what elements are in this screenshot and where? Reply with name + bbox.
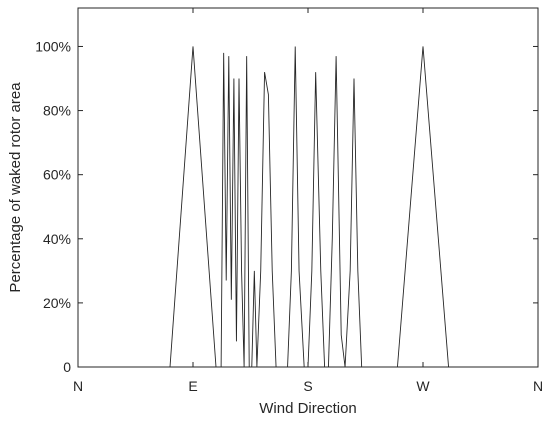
x-axis-label: Wind Direction — [259, 400, 357, 417]
axes-box — [77, 7, 539, 368]
y-tick-label: 20% — [43, 295, 71, 311]
x-tick-label: W — [416, 378, 430, 394]
y-tick-label: 60% — [43, 167, 71, 183]
y-axis-label: Percentage of waked rotor area — [7, 82, 24, 293]
x-tick-label: S — [303, 378, 312, 394]
y-tick-label: 40% — [43, 231, 71, 247]
x-tick-label: N — [73, 378, 83, 394]
y-axis-ticks: 0 20% 40% 60% 80% 100% — [35, 38, 538, 375]
x-tick-label: E — [188, 378, 197, 394]
series-line — [78, 46, 538, 368]
y-tick-label: 0 — [63, 359, 71, 375]
y-tick-label: 80% — [43, 103, 71, 119]
y-tick-label: 100% — [35, 38, 71, 54]
plot-area — [77, 7, 539, 368]
x-tick-label: N — [533, 378, 543, 394]
